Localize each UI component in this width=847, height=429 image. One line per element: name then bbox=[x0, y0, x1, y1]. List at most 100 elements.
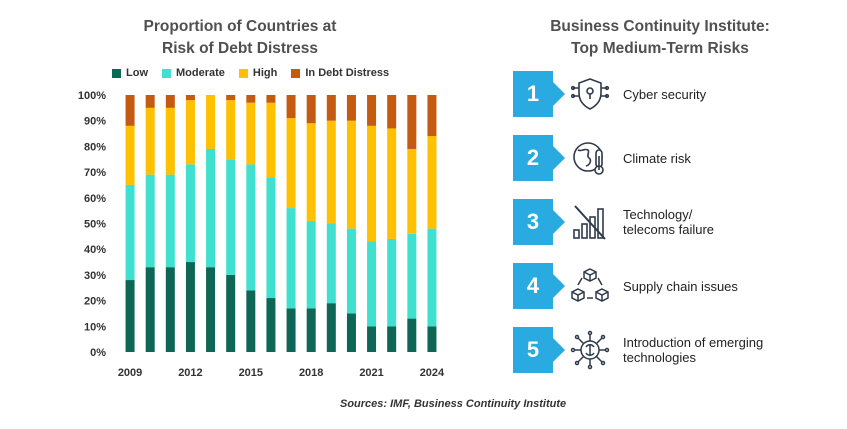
bar-moderate-2015 bbox=[246, 164, 256, 291]
x-tick-label: 2012 bbox=[178, 367, 202, 379]
bar-in-debt-distress-2016 bbox=[266, 95, 276, 103]
bar-moderate-2020 bbox=[346, 228, 356, 314]
bar-high-2009 bbox=[125, 125, 135, 185]
emerging-tech-icon bbox=[570, 330, 610, 370]
risk-row-2: 2 Climate risk bbox=[513, 135, 823, 181]
x-tick-label: 2021 bbox=[359, 367, 383, 379]
bar-low-2020 bbox=[346, 313, 356, 352]
x-tick-label: 2024 bbox=[420, 367, 445, 379]
x-tick-label: 2009 bbox=[118, 367, 142, 379]
bar-in-debt-distress-2012 bbox=[185, 95, 195, 101]
y-tick-label: 90% bbox=[84, 116, 106, 128]
legend-item-in-debt-distress: In Debt Distress bbox=[291, 67, 389, 79]
bar-moderate-2018 bbox=[306, 220, 316, 309]
risk-number-badge: 5 bbox=[513, 327, 565, 373]
legend-swatch-low bbox=[112, 68, 121, 78]
bar-low-2021 bbox=[367, 326, 377, 352]
bar-in-debt-distress-2011 bbox=[165, 95, 175, 108]
y-tick-label: 60% bbox=[84, 193, 106, 205]
climate-risk-icon bbox=[573, 142, 604, 175]
bar-low-2023 bbox=[407, 318, 417, 352]
bar-low-2022 bbox=[387, 326, 397, 352]
risk-label: Introduction of emerging technologies bbox=[623, 335, 764, 365]
bar-moderate-2009 bbox=[125, 184, 135, 281]
bar-low-2014 bbox=[226, 274, 236, 352]
y-tick-label: 0% bbox=[90, 347, 106, 359]
debt-distress-chart: Proportion of Countries at Risk of Debt … bbox=[78, 18, 452, 379]
legend-label-moderate: Moderate bbox=[176, 67, 225, 79]
risk-row-5: 5 Introduction of emerging technologies bbox=[513, 327, 823, 373]
bar-high-2013 bbox=[206, 95, 216, 149]
risk-title-line1: Business Continuity Institute: bbox=[550, 18, 770, 35]
chart-plot-area: 0% 10% 20% 30% 40% 50% 60% 70% 80% 90% 100% 2009 201… bbox=[78, 90, 445, 379]
bar-moderate-2010 bbox=[145, 174, 155, 268]
bar-moderate-2021 bbox=[367, 241, 377, 327]
telecoms-failure-icon bbox=[573, 205, 606, 240]
source-note: Sources: IMF, Business Continuity Instit… bbox=[340, 398, 567, 410]
bar-moderate-2023 bbox=[407, 233, 417, 319]
legend-item-low: Low bbox=[112, 67, 148, 79]
risk-label: Cyber security bbox=[623, 86, 707, 102]
y-tick-label: 40% bbox=[84, 244, 106, 256]
bar-moderate-2022 bbox=[387, 238, 397, 327]
legend-swatch-moderate bbox=[162, 68, 171, 78]
bar-in-debt-distress-2024 bbox=[427, 95, 437, 137]
legend-item-high: High bbox=[238, 67, 277, 79]
legend-label-in-debt-distress: In Debt Distress bbox=[305, 67, 390, 79]
risk-number-badge: 2 bbox=[513, 135, 565, 181]
legend-label-low: Low bbox=[126, 67, 148, 79]
bar-low-2016 bbox=[266, 298, 276, 352]
bar-in-debt-distress-2023 bbox=[407, 95, 417, 149]
y-tick-label: 70% bbox=[84, 167, 106, 179]
y-tick-label: 30% bbox=[84, 270, 106, 282]
supply-chain-icon bbox=[571, 268, 609, 302]
bar-high-2014 bbox=[226, 100, 236, 160]
bar-high-2019 bbox=[326, 120, 336, 224]
bar-low-2019 bbox=[326, 303, 336, 352]
bar-low-2012 bbox=[185, 262, 195, 352]
bar-low-2018 bbox=[306, 308, 316, 352]
bar-moderate-2011 bbox=[165, 174, 175, 268]
chart-legend: Low Moderate High In Debt Distress bbox=[112, 67, 452, 79]
bar-high-2015 bbox=[246, 102, 256, 165]
bar-low-2013 bbox=[206, 267, 216, 352]
y-tick-label: 20% bbox=[84, 296, 106, 308]
bar-high-2021 bbox=[367, 125, 377, 242]
bar-high-2016 bbox=[266, 102, 276, 178]
bar-in-debt-distress-2009 bbox=[125, 95, 135, 126]
bar-in-debt-distress-2019 bbox=[326, 95, 336, 121]
y-tick-label: 50% bbox=[84, 219, 106, 231]
x-tick-label: 2018 bbox=[299, 367, 323, 379]
bar-high-2010 bbox=[145, 107, 155, 175]
bar-high-2011 bbox=[165, 107, 175, 175]
bar-in-debt-distress-2017 bbox=[286, 95, 296, 119]
bar-high-2024 bbox=[427, 136, 437, 229]
legend-swatch-high bbox=[238, 68, 248, 78]
risk-label: Supply chain issues bbox=[623, 278, 738, 294]
risk-number-badge: 3 bbox=[513, 199, 565, 245]
x-tick-label: 2015 bbox=[239, 367, 263, 379]
bar-moderate-2014 bbox=[226, 159, 236, 275]
bar-moderate-2012 bbox=[185, 164, 195, 263]
chart-title-line1: Proportion of Countries at bbox=[143, 18, 337, 35]
risk-panel: Business Continuity Institute: Top Mediu… bbox=[500, 0, 830, 400]
risk-row-1: 1 Cyber security bbox=[513, 71, 823, 117]
y-tick-label: 80% bbox=[84, 141, 106, 153]
bar-moderate-2017 bbox=[286, 208, 296, 309]
bar-high-2018 bbox=[306, 123, 316, 221]
risk-number-badge: 4 bbox=[513, 263, 565, 309]
legend-item-moderate: Moderate bbox=[162, 67, 225, 79]
bar-high-2012 bbox=[185, 100, 195, 165]
legend-swatch-in-debt-distress bbox=[291, 68, 301, 78]
bar-low-2015 bbox=[246, 290, 256, 352]
bar-low-2009 bbox=[125, 280, 135, 352]
risk-title-line2: Top Medium-Term Risks bbox=[571, 40, 749, 57]
bar-in-debt-distress-2022 bbox=[387, 95, 397, 129]
bar-in-debt-distress-2021 bbox=[367, 95, 377, 126]
bar-in-debt-distress-2014 bbox=[226, 95, 236, 101]
chart-title-line2: Risk of Debt Distress bbox=[162, 40, 318, 57]
risk-label: Climate risk bbox=[623, 150, 691, 166]
risk-number-badge: 1 bbox=[513, 71, 565, 117]
bar-moderate-2019 bbox=[326, 223, 336, 304]
bar-in-debt-distress-2010 bbox=[145, 95, 155, 108]
